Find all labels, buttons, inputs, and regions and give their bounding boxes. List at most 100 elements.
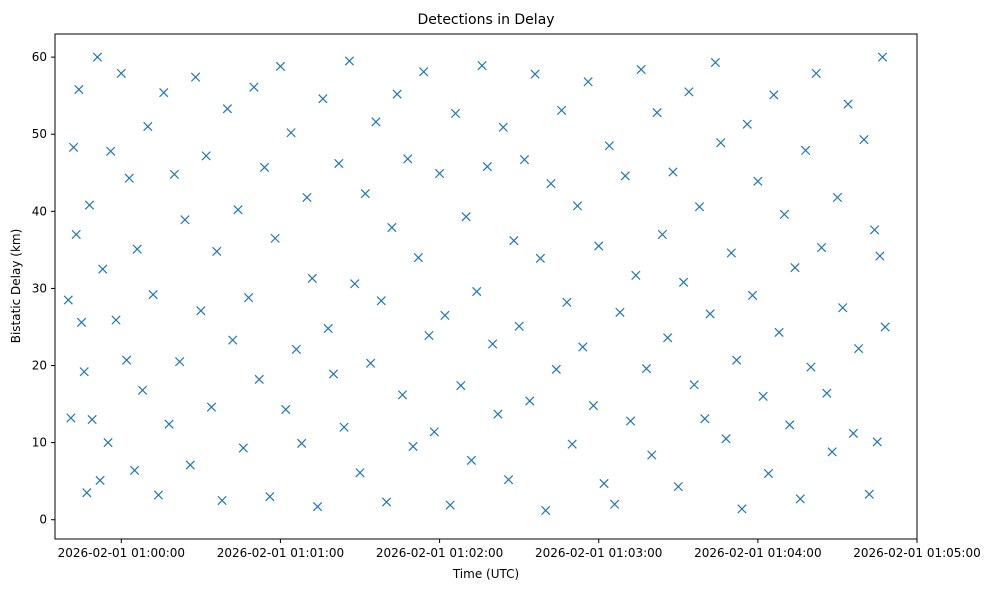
data-point [795, 494, 805, 504]
data-point [95, 475, 105, 486]
data-point [827, 447, 837, 457]
data-point [376, 296, 386, 306]
data-point [641, 363, 652, 374]
data-point [212, 246, 222, 257]
data-point [721, 434, 731, 444]
data-point [461, 212, 471, 222]
data-point [822, 388, 832, 398]
data-point [636, 64, 646, 75]
data-point [124, 173, 134, 183]
data-point [742, 119, 752, 129]
data-point [87, 414, 97, 425]
data-point [121, 355, 132, 365]
data-point [477, 60, 487, 71]
data-point [270, 233, 280, 243]
data-point [318, 94, 328, 104]
data-point [397, 390, 408, 400]
data-point [657, 229, 668, 240]
data-point [753, 176, 763, 186]
data-point [880, 322, 890, 332]
x-axis-ticks: 2026-02-01 01:00:00 2026-02-01 01:01:00 20… [58, 539, 981, 560]
data-point [599, 478, 609, 489]
data-point [482, 161, 492, 172]
data-point [217, 495, 227, 506]
data-point [63, 295, 73, 305]
data-point [233, 205, 243, 215]
data-point [519, 155, 530, 165]
data-point [344, 56, 355, 66]
data-point [450, 108, 461, 119]
data-point [275, 61, 286, 72]
data-point [726, 248, 736, 258]
data-point [82, 488, 92, 498]
data-point [493, 409, 503, 419]
data-point [334, 158, 344, 169]
plot-frame [54, 33, 918, 540]
data-point [615, 307, 625, 317]
data-point [816, 242, 827, 253]
data-point [159, 87, 169, 98]
data-point [610, 499, 620, 509]
data-point [71, 229, 81, 240]
data-point [710, 57, 721, 68]
data-point [143, 121, 153, 132]
data-point [678, 277, 689, 287]
y-axis-ticks: 0 10 20 30 40 50 60 [32, 50, 55, 527]
data-point [705, 309, 715, 319]
data-point [339, 422, 349, 432]
data-point [588, 400, 599, 411]
data-point [668, 167, 678, 177]
data-point [79, 367, 89, 377]
data-point [567, 439, 577, 449]
data-point [111, 315, 121, 325]
data-point [673, 481, 683, 492]
data-point [106, 146, 116, 156]
data-point [578, 342, 588, 352]
data-point [132, 244, 142, 254]
data-point [371, 117, 381, 127]
y-tick-label: 40 [32, 204, 47, 218]
data-point [769, 90, 779, 100]
data-point [689, 380, 699, 390]
chart-title: Detections in Delay [417, 12, 554, 28]
data-point [281, 404, 291, 415]
data-point [763, 468, 774, 479]
data-point [838, 303, 848, 313]
data-point [116, 68, 126, 78]
data-point [249, 82, 259, 92]
data-point [546, 178, 556, 189]
data-point [419, 67, 429, 77]
data-point [758, 391, 768, 401]
data-point [541, 505, 551, 516]
data-point [297, 438, 307, 449]
data-point [265, 491, 275, 502]
data-point [747, 290, 758, 300]
data-point [594, 241, 604, 251]
data-point [503, 475, 514, 485]
data-point [129, 465, 140, 476]
data-point [456, 380, 466, 391]
data-point [652, 108, 662, 118]
data-point [381, 497, 392, 507]
data-point [190, 72, 201, 82]
data-point [228, 335, 238, 345]
data-point [875, 251, 885, 261]
data-point [877, 52, 888, 62]
data-point [700, 414, 710, 424]
data-point [360, 188, 370, 199]
data-point [647, 450, 657, 460]
data-point [413, 252, 423, 263]
data-point [387, 222, 397, 233]
data-point [832, 192, 843, 203]
data-point [498, 122, 508, 132]
data-point [488, 339, 498, 349]
data-point [169, 169, 179, 179]
data-point [76, 317, 87, 327]
data-point [196, 306, 206, 316]
data-point [604, 141, 614, 151]
data-point [222, 104, 233, 114]
data-point [243, 293, 254, 303]
data-point [774, 327, 784, 337]
